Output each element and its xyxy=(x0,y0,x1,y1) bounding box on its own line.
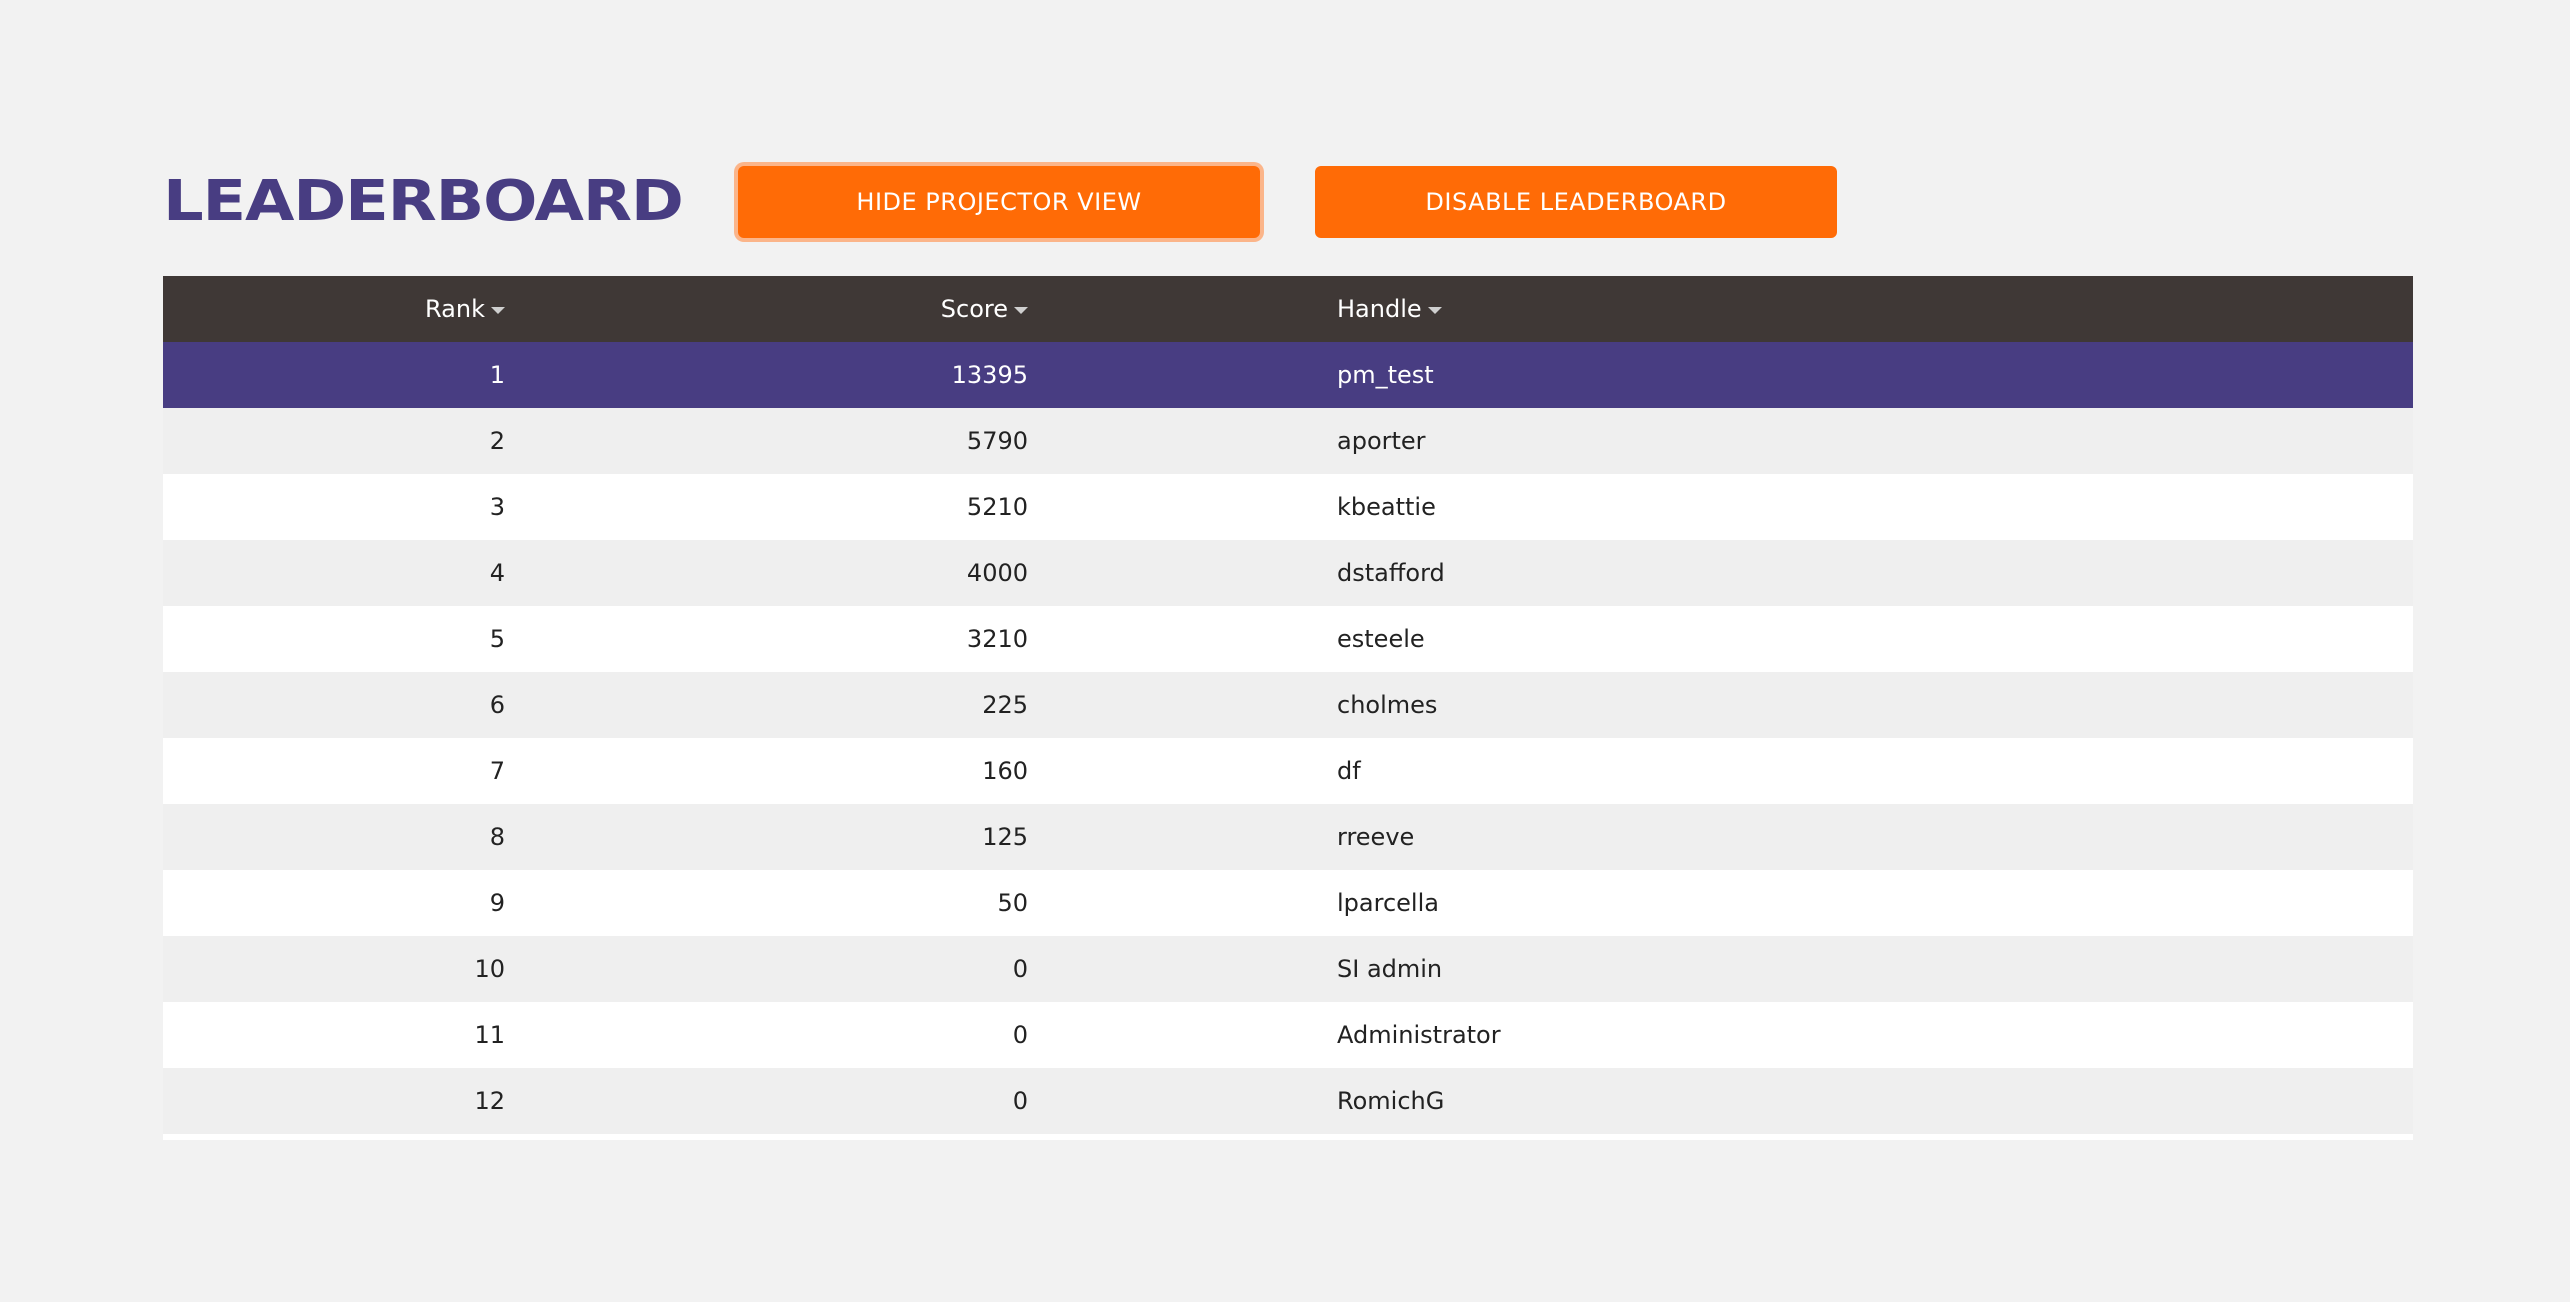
hide-projector-view-button[interactable]: HIDE PROJECTOR VIEW xyxy=(738,166,1260,238)
score-cell: 225 xyxy=(982,691,1028,719)
handle-cell: rreeve xyxy=(1337,823,1415,851)
score-cell: 5210 xyxy=(966,493,1028,521)
rank-cell: 1 xyxy=(489,361,505,389)
handle-cell: lparcella xyxy=(1337,889,1439,917)
handle-cell: pm_test xyxy=(1337,361,1434,389)
handle-cell: dstafford xyxy=(1337,559,1445,587)
sort-down-icon[interactable] xyxy=(1014,306,1028,314)
table-row: 5 3210 esteele xyxy=(163,606,2413,672)
score-cell: 13395 xyxy=(951,361,1028,389)
rank-cell: 7 xyxy=(489,757,505,785)
table-row: 1 13395 pm_test xyxy=(163,342,2413,408)
table-row: 4 4000 dstafford xyxy=(163,540,2413,606)
sort-down-icon[interactable] xyxy=(491,306,505,314)
rank-cell: 6 xyxy=(489,691,505,719)
handle-cell: esteele xyxy=(1337,625,1425,653)
table-body: 1 13395 pm_test 2 5790 aporter 3 5210 kb… xyxy=(163,342,2413,1134)
score-cell: 125 xyxy=(982,823,1028,851)
leaderboard-table-container: Rank Score Handle 1 13395 pm_test 2 5790… xyxy=(163,276,2413,1140)
rank-cell: 3 xyxy=(489,493,505,521)
score-cell: 50 xyxy=(997,889,1028,917)
rank-cell: 2 xyxy=(489,427,505,455)
score-cell: 0 xyxy=(1012,955,1028,983)
column-header-score[interactable]: Score xyxy=(505,276,1028,342)
handle-cell: SI admin xyxy=(1337,955,1443,983)
handle-cell: kbeattie xyxy=(1337,493,1436,521)
column-header-handle[interactable]: Handle xyxy=(1028,276,2413,342)
table-row: 3 5210 kbeattie xyxy=(163,474,2413,540)
handle-cell: RomichG xyxy=(1337,1087,1445,1115)
handle-cell: Administrator xyxy=(1337,1021,1501,1049)
handle-cell: df xyxy=(1337,757,1361,785)
leaderboard-header: LEADERBOARD HIDE PROJECTOR VIEW DISABLE … xyxy=(163,160,2413,244)
rank-cell: 10 xyxy=(474,955,505,983)
column-header-score-label: Score xyxy=(940,295,1008,323)
table-row: 8 125 rreeve xyxy=(163,804,2413,870)
rank-cell: 5 xyxy=(489,625,505,653)
sort-down-icon[interactable] xyxy=(1427,306,1442,314)
table-row: 7 160 df xyxy=(163,738,2413,804)
table-header-row: Rank Score Handle xyxy=(163,276,2413,342)
score-cell: 0 xyxy=(1012,1021,1028,1049)
handle-cell: cholmes xyxy=(1337,691,1438,719)
table-row: 12 0 RomichG xyxy=(163,1068,2413,1134)
column-header-rank-label: Rank xyxy=(425,295,485,323)
score-cell: 0 xyxy=(1012,1087,1028,1115)
table-row: 11 0 Administrator xyxy=(163,1002,2413,1068)
table-row: 6 225 cholmes xyxy=(163,672,2413,738)
rank-cell: 8 xyxy=(489,823,505,851)
leaderboard-table: Rank Score Handle 1 13395 pm_test 2 5790… xyxy=(163,276,2413,1134)
table-header: Rank Score Handle xyxy=(163,276,2413,342)
handle-cell: aporter xyxy=(1337,427,1426,455)
rank-cell: 4 xyxy=(489,559,505,587)
rank-cell: 9 xyxy=(489,889,505,917)
score-cell: 4000 xyxy=(966,559,1028,587)
table-row: 9 50 lparcella xyxy=(163,870,2413,936)
disable-leaderboard-button[interactable]: DISABLE LEADERBOARD xyxy=(1315,166,1837,238)
table-row: 10 0 SI admin xyxy=(163,936,2413,1002)
table-bottom-divider xyxy=(163,1134,2413,1140)
rank-cell: 12 xyxy=(474,1087,505,1115)
column-header-rank[interactable]: Rank xyxy=(163,276,505,342)
score-cell: 5790 xyxy=(966,427,1028,455)
rank-cell: 11 xyxy=(474,1021,505,1049)
score-cell: 3210 xyxy=(966,625,1028,653)
score-cell: 160 xyxy=(982,757,1028,785)
table-row: 2 5790 aporter xyxy=(163,408,2413,474)
column-header-handle-label: Handle xyxy=(1337,295,1422,323)
page-title: LEADERBOARD xyxy=(163,169,684,234)
